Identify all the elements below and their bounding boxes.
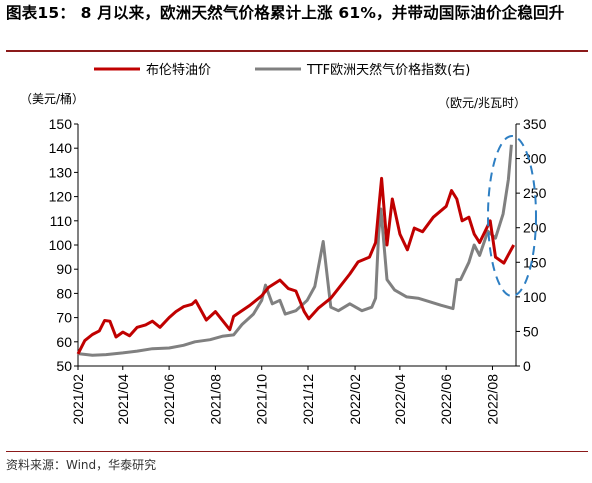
- source-note: 资料来源：Wind，华泰研究: [6, 458, 157, 472]
- left-tick-label: 60: [56, 334, 72, 350]
- x-tick-label: 2021/12: [300, 374, 316, 425]
- right-tick-label: 250: [523, 185, 547, 201]
- left-tick-label: 100: [49, 237, 73, 253]
- right-tick-label: 300: [523, 151, 547, 167]
- left-tick-label: 50: [56, 358, 72, 374]
- left-tick-label: 150: [49, 116, 73, 132]
- right-tick-label: 350: [523, 116, 547, 132]
- right-tick-label: 150: [523, 254, 547, 270]
- left-tick-label: 120: [49, 189, 73, 205]
- x-tick-label: 2021/06: [161, 374, 177, 425]
- right-tick-label: 0: [523, 358, 531, 374]
- right-axis-unit: （欧元/兆瓦时）: [438, 96, 526, 110]
- series-line-ttf: [77, 144, 513, 357]
- highlight-ellipse: [487, 135, 537, 297]
- x-tick-label: 2021/10: [254, 374, 270, 425]
- source-rule: [6, 451, 588, 452]
- x-tick-label: 2022/04: [392, 374, 408, 425]
- right-tick-label: 100: [523, 289, 547, 305]
- legend: 布伦特油价 TTF欧洲天然气价格指数(右): [94, 62, 470, 78]
- series-line-brent: [76, 176, 516, 355]
- x-tick-label: 2022/06: [438, 374, 454, 425]
- left-tick-label: 70: [56, 310, 72, 326]
- series-layer: [76, 144, 516, 357]
- x-tick-label: 2021/04: [115, 374, 131, 425]
- right-tick-label: 50: [523, 323, 539, 339]
- left-tick-label: 110: [50, 213, 73, 229]
- title-rule: [6, 50, 588, 52]
- left-tick-label: 90: [56, 261, 72, 277]
- right-tick-label: 200: [523, 220, 547, 236]
- figure-title: 图表15： 8 月以来，欧洲天然气价格累计上涨 61%，并带动国际油价企稳回升: [6, 4, 565, 22]
- x-tick-label: 2022/02: [347, 374, 363, 425]
- x-tick-label: 2022/08: [484, 374, 500, 425]
- left-tick-label: 140: [49, 140, 73, 156]
- x-tick-label: 2021/02: [70, 374, 86, 425]
- left-axis-unit: （美元/桶）: [20, 91, 84, 106]
- left-tick-label: 80: [56, 285, 72, 301]
- chart: 布伦特油价 TTF欧洲天然气价格指数(右) （美元/桶） （欧元/兆瓦时） 50…: [20, 62, 547, 425]
- axes: 50 60 70 80 90 100 110 120 130 140 150 0 50 100 150 200…: [49, 116, 547, 425]
- x-tick-label: 2021/08: [207, 374, 223, 425]
- legend-label-ttf: TTF欧洲天然气价格指数(右): [306, 62, 470, 78]
- left-tick-label: 130: [49, 164, 73, 180]
- legend-label-brent: 布伦特油价: [146, 63, 211, 78]
